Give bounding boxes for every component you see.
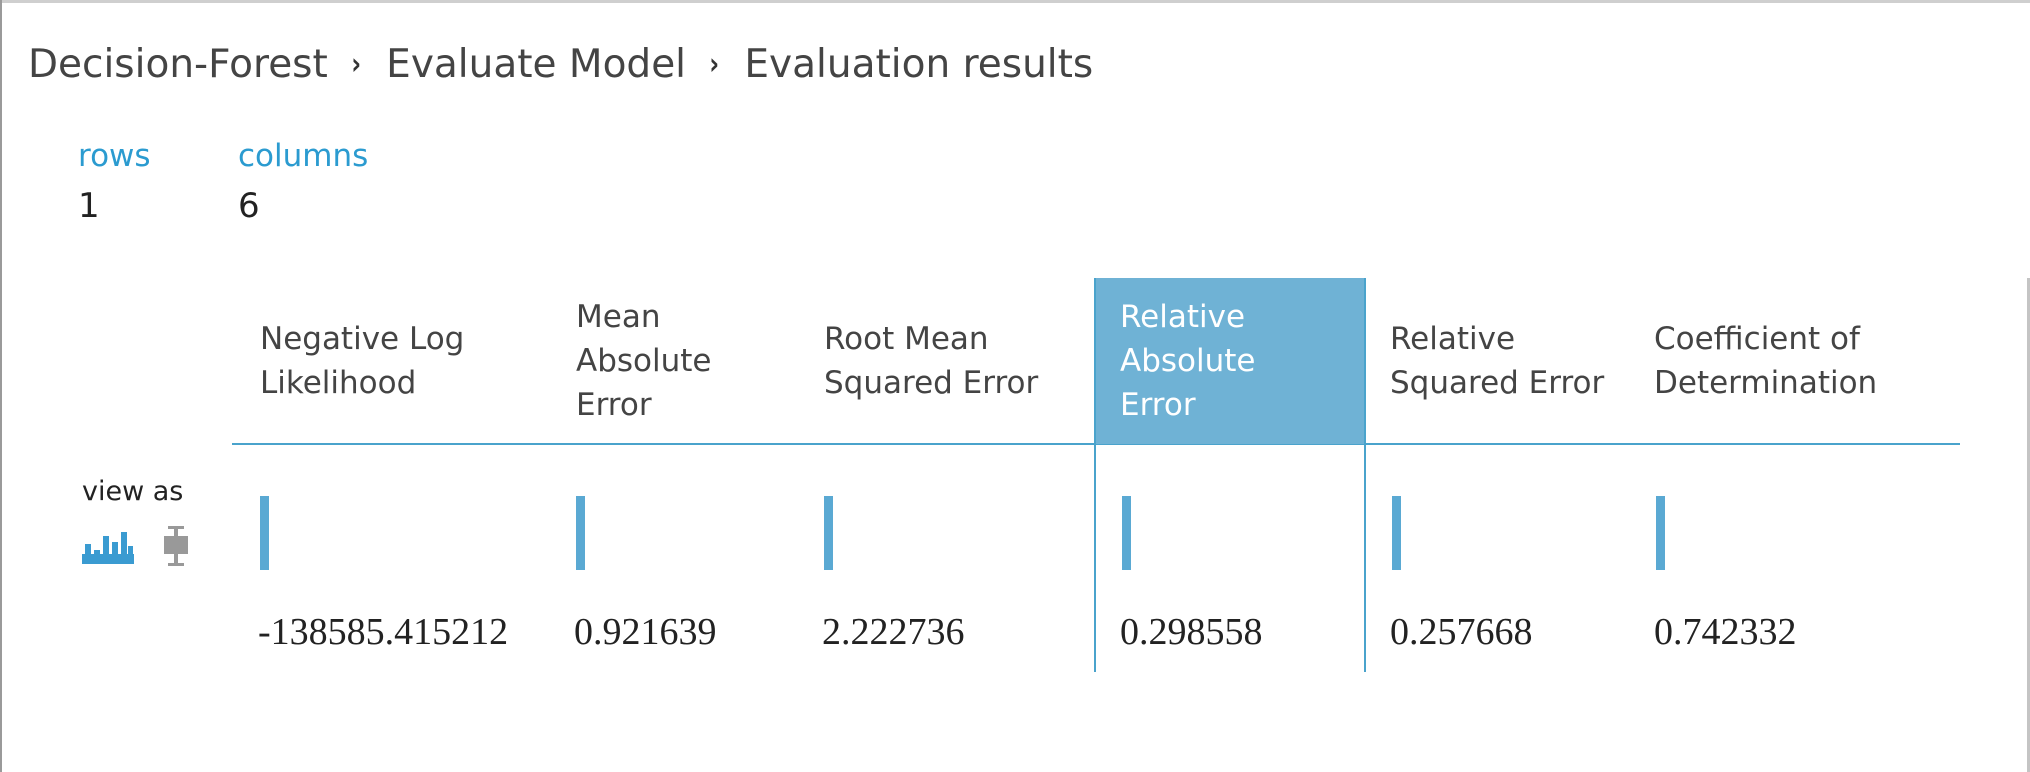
column-header-coefficient-of-determination[interactable]: Coefficient of Determination [1654, 321, 1878, 401]
column-header-mean-absolute-error[interactable]: Mean Absolute Error [576, 299, 712, 423]
cell-coefficient-of-determination: 0.742332 [1654, 611, 1797, 653]
cell-mean-absolute-error: 0.921639 [574, 611, 717, 653]
selected-column-right-border [1364, 278, 1366, 672]
histogram-bar-mean-absolute-error[interactable] [576, 496, 585, 570]
rows-value: 1 [78, 186, 100, 226]
view-as-label: view as [82, 476, 184, 507]
histogram-bar-coefficient-of-determination[interactable] [1656, 496, 1665, 570]
cell-root-mean-squared-error: 2.222736 [822, 611, 965, 653]
column-header-negative-log-likelihood[interactable]: Negative Log Likelihood [260, 321, 465, 401]
breadcrumb-item-module[interactable]: Evaluate Model [386, 41, 687, 87]
cell-relative-squared-error: 0.257668 [1390, 611, 1533, 653]
cell-relative-absolute-error: 0.298558 [1120, 611, 1263, 653]
cell-negative-log-likelihood: -138585.415212 [258, 611, 509, 653]
header-divider [232, 443, 1960, 445]
chevron-right-icon: › [709, 46, 720, 82]
columns-value: 6 [238, 186, 260, 226]
breadcrumb-item-experiment[interactable]: Decision-Forest [28, 41, 328, 87]
histogram-bar-root-mean-squared-error[interactable] [824, 496, 833, 570]
histogram-bar-relative-absolute-error[interactable] [1122, 496, 1131, 570]
histogram-bar-relative-squared-error[interactable] [1392, 496, 1401, 570]
breadcrumb-item-current: Evaluation results [744, 41, 1094, 87]
chevron-right-icon: › [351, 46, 361, 82]
column-header-relative-absolute-error[interactable]: Relative Absolute Error [1094, 278, 1366, 444]
histogram-icon[interactable] [82, 530, 134, 564]
columns-label: columns [238, 138, 369, 174]
column-header-root-mean-squared-error[interactable]: Root Mean Squared Error [824, 321, 1039, 401]
column-header-relative-squared-error[interactable]: Relative Squared Error [1390, 321, 1605, 401]
histogram-bar-negative-log-likelihood[interactable] [260, 496, 269, 570]
window-top-edge [0, 0, 2030, 3]
vertical-scrollbar[interactable] [2027, 278, 2030, 772]
boxplot-icon[interactable] [164, 526, 188, 566]
selected-column-left-border [1094, 278, 1096, 672]
columns-stat: columns 6 [238, 136, 368, 228]
rows-label: rows [78, 138, 151, 174]
breadcrumb: Decision-Forest › Evaluate Model › Evalu… [28, 38, 1093, 90]
rows-stat: rows 1 [78, 136, 151, 228]
window-left-edge [0, 0, 2, 772]
